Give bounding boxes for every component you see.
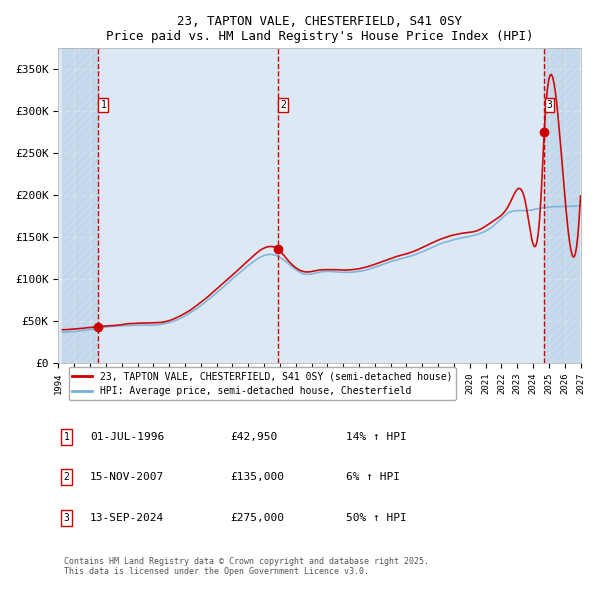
Bar [544, 48, 580, 362]
Text: £42,950: £42,950 [231, 432, 278, 442]
Text: 3: 3 [547, 100, 553, 110]
Text: 1: 1 [64, 432, 70, 442]
Text: 2: 2 [64, 473, 70, 483]
Text: 6% ↑ HPI: 6% ↑ HPI [346, 473, 400, 483]
Text: 01-JUL-1996: 01-JUL-1996 [90, 432, 164, 442]
Text: £135,000: £135,000 [231, 473, 285, 483]
Text: 13-SEP-2024: 13-SEP-2024 [90, 513, 164, 523]
Text: 2: 2 [280, 100, 286, 110]
Text: 1: 1 [100, 100, 106, 110]
Bar [98, 48, 544, 362]
Text: 3: 3 [64, 513, 70, 523]
Text: 50% ↑ HPI: 50% ↑ HPI [346, 513, 406, 523]
Bar [62, 48, 98, 362]
Title: 23, TAPTON VALE, CHESTERFIELD, S41 0SY
Price paid vs. HM Land Registry's House P: 23, TAPTON VALE, CHESTERFIELD, S41 0SY P… [106, 15, 533, 43]
Text: 14% ↑ HPI: 14% ↑ HPI [346, 432, 406, 442]
Text: Contains HM Land Registry data © Crown copyright and database right 2025.
This d: Contains HM Land Registry data © Crown c… [64, 557, 428, 576]
Text: £275,000: £275,000 [231, 513, 285, 523]
Legend: 23, TAPTON VALE, CHESTERFIELD, S41 0SY (semi-detached house), HPI: Average price: 23, TAPTON VALE, CHESTERFIELD, S41 0SY (… [68, 368, 456, 400]
Text: 15-NOV-2007: 15-NOV-2007 [90, 473, 164, 483]
